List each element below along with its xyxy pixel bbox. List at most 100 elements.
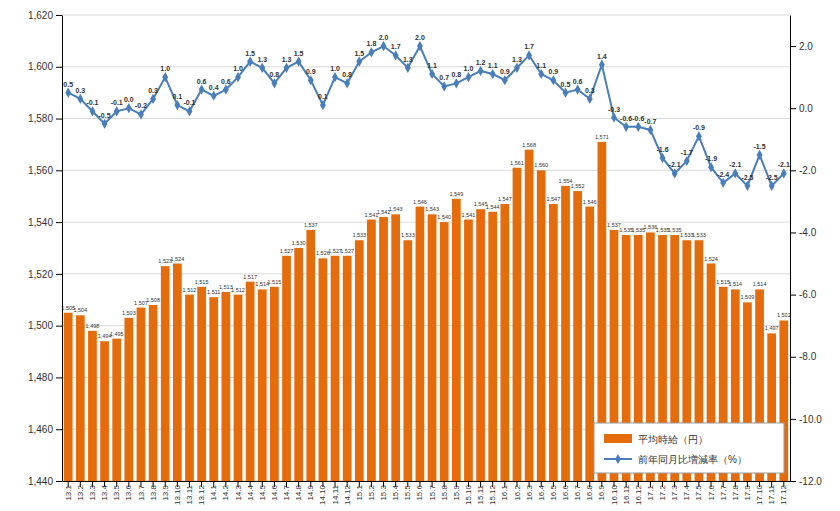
x-tick: 17.10	[755, 481, 764, 505]
data-label: 1,549	[449, 191, 463, 197]
data-label: 1,517	[243, 274, 257, 280]
data-label: 1,547	[498, 196, 512, 202]
x-tick-label: 13.6	[124, 484, 133, 500]
y2-axis-tick: -6.0	[790, 289, 817, 300]
data-label: 1,527	[280, 248, 294, 254]
bar	[137, 308, 146, 481]
x-tick: 16.11	[622, 481, 631, 504]
marker	[199, 84, 205, 94]
grid-line	[62, 170, 790, 171]
y-axis-tick-label: 1,520	[28, 269, 53, 280]
x-tick-label: 16.11	[622, 484, 631, 504]
y-axis-tick: 1,500	[28, 320, 62, 331]
legend-item: 前年同月比増減率（%）	[604, 454, 747, 465]
x-tick: 14.2	[221, 481, 230, 501]
x-tick: 13.5	[112, 481, 121, 501]
y2-axis-tick: 2.0	[790, 41, 813, 52]
marker	[502, 75, 508, 85]
data-label: -0.1	[183, 99, 195, 106]
x-tick-label: 16.4	[537, 484, 546, 500]
x-tick-label: 16.1	[500, 484, 509, 500]
data-label: -0.7	[644, 118, 656, 125]
bar	[464, 220, 473, 481]
data-label: 1,544	[486, 204, 500, 210]
bar	[197, 287, 206, 481]
y2-axis-tick-label: -12.0	[799, 476, 822, 487]
x-tick: 17.1	[646, 481, 655, 501]
data-label: 1.0	[330, 65, 340, 72]
x-tick: 15.3	[379, 481, 388, 501]
y-axis-tick: 1,540	[28, 217, 62, 228]
bar	[124, 318, 133, 481]
marker	[575, 84, 581, 94]
x-tick-label: 16.10	[610, 484, 619, 505]
marker	[769, 181, 775, 191]
x-tick-label: 15.11	[476, 484, 485, 504]
x-tick: 13.3	[88, 481, 97, 501]
data-label: 1.8	[367, 40, 377, 47]
data-label: 1,514	[728, 281, 742, 287]
data-label: 1,540	[437, 214, 451, 220]
data-label: 1,547	[546, 196, 560, 202]
x-axis-line	[63, 481, 791, 482]
x-tick: 16.12	[634, 481, 643, 505]
legend-item: 平均時給（円）	[604, 434, 708, 445]
marker	[623, 122, 629, 132]
y-axis-tick: 1,620	[28, 10, 62, 21]
y-axis-tick-mark	[56, 429, 62, 430]
x-tick-label: 13.1	[64, 484, 73, 500]
bar	[416, 207, 425, 481]
data-label: 0.7	[439, 74, 449, 81]
data-label: 0.6	[197, 78, 207, 85]
x-tick: 14.4	[246, 481, 255, 501]
data-label: -0.9	[693, 124, 705, 131]
y2-axis-tick-mark	[790, 232, 796, 233]
x-tick-label: 14.5	[258, 484, 267, 500]
x-tick-label: 16.5	[549, 484, 558, 500]
marker	[271, 78, 277, 88]
marker	[647, 125, 653, 135]
x-tick: 13.4	[100, 481, 109, 501]
legend-box	[594, 423, 784, 473]
y2-axis-tick: 0.0	[790, 103, 813, 114]
x-tick: 14.6	[270, 481, 279, 501]
x-tick-label: 14.1	[209, 484, 218, 500]
bar	[100, 341, 109, 481]
y-axis-tick: 1,480	[28, 372, 62, 383]
legend-marker	[615, 454, 621, 464]
x-tick-label: 15.8	[440, 484, 449, 500]
data-label: 1,541	[462, 212, 476, 218]
marker	[344, 78, 350, 88]
marker	[174, 100, 180, 110]
y-axis-tick-label: 1,460	[28, 424, 53, 435]
x-tick: 14.5	[258, 481, 267, 501]
x-tick: 17.3	[670, 481, 679, 501]
y-axis-tick-mark	[56, 67, 62, 68]
grid-line	[62, 66, 790, 67]
data-label: -0.2	[135, 102, 147, 109]
marker	[672, 168, 678, 178]
marker	[441, 81, 447, 91]
data-label: 1,533	[401, 232, 415, 238]
marker	[138, 109, 144, 119]
x-tick-label: 15.2	[367, 484, 376, 500]
x-tick: 14.10	[318, 481, 327, 505]
y-axis-tick-label: 1,560	[28, 165, 53, 176]
bar	[355, 240, 364, 481]
marker	[587, 94, 593, 104]
x-tick: 17.9	[743, 481, 752, 501]
data-label: -2.5	[741, 174, 753, 181]
x-tick-label: 15.12	[488, 484, 497, 505]
x-tick: 17.2	[658, 481, 667, 501]
data-label: -0.5	[99, 112, 111, 119]
legend: 平均時給（円） 前年同月比増減率（%）	[594, 423, 784, 473]
marker	[514, 63, 520, 73]
marker	[563, 88, 569, 98]
data-label: 1,568	[522, 142, 536, 148]
y2-axis-tick-mark	[790, 108, 796, 109]
bar	[282, 256, 291, 481]
x-tick-label: 14.4	[246, 484, 255, 500]
data-label: 1,512	[231, 287, 245, 293]
data-label: 1.3	[282, 56, 292, 63]
bar	[222, 292, 231, 481]
